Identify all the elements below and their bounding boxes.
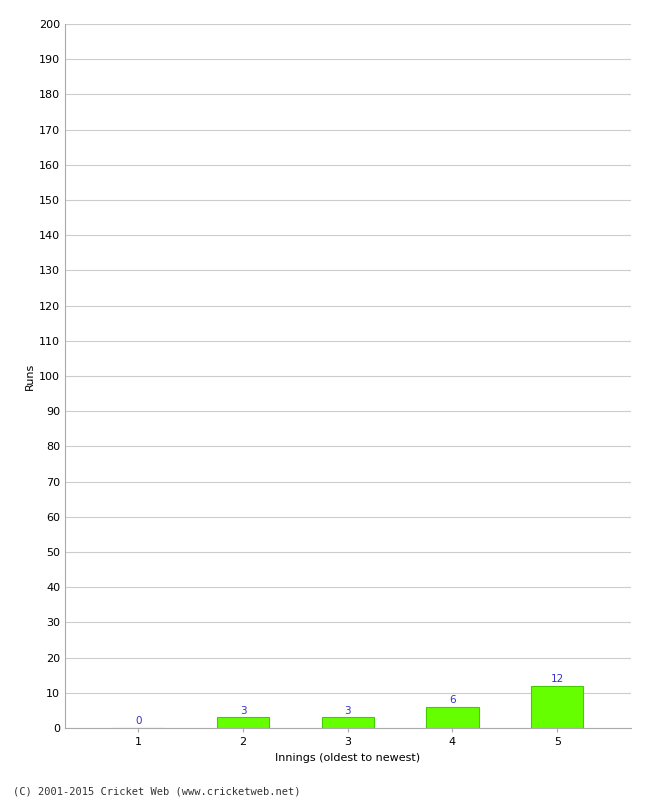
Y-axis label: Runs: Runs — [25, 362, 35, 390]
Text: (C) 2001-2015 Cricket Web (www.cricketweb.net): (C) 2001-2015 Cricket Web (www.cricketwe… — [13, 786, 300, 796]
Bar — [531, 686, 584, 728]
X-axis label: Innings (oldest to newest): Innings (oldest to newest) — [275, 753, 421, 762]
Text: 3: 3 — [344, 706, 351, 716]
Text: 12: 12 — [551, 674, 564, 684]
Text: 0: 0 — [135, 716, 142, 726]
Text: 3: 3 — [240, 706, 246, 716]
Bar — [426, 707, 478, 728]
Bar — [322, 718, 374, 728]
Bar — [217, 718, 269, 728]
Text: 6: 6 — [449, 695, 456, 705]
